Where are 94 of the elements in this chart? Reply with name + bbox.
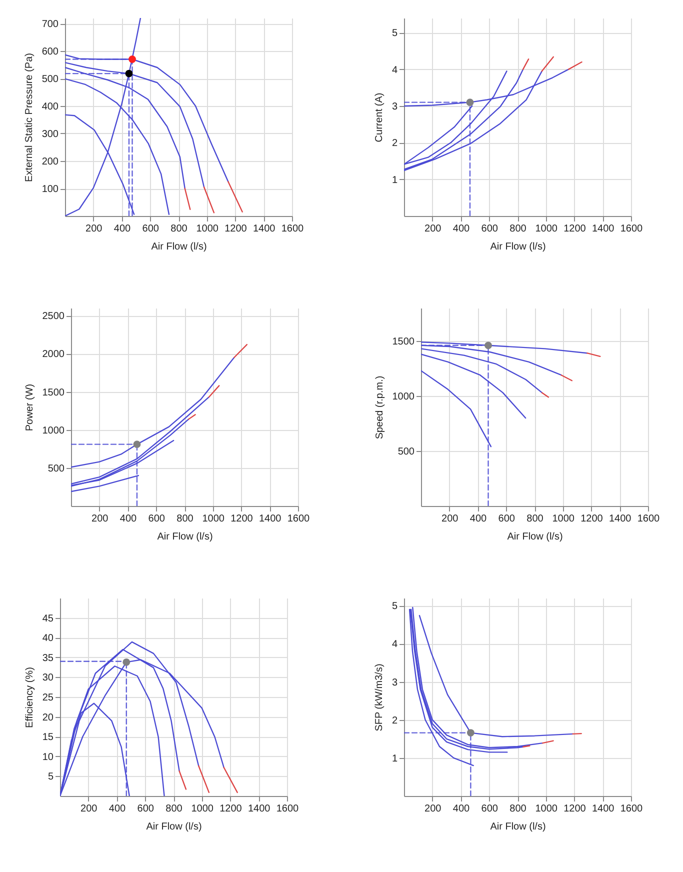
- x-tick-label: 1400: [248, 804, 271, 814]
- x-tick-label: 800: [526, 514, 544, 524]
- x-tick-label: 400: [452, 224, 470, 234]
- y-tick-label: 30: [42, 672, 54, 684]
- y-axis-title: Speed (r.p.m.): [374, 376, 386, 440]
- y-tick-label: 2: [392, 715, 398, 726]
- y-axis-title: External Static Pressure (Pa): [24, 53, 35, 182]
- x-tick-label: 1200: [224, 224, 248, 234]
- y-tick-label: 1: [392, 174, 398, 186]
- y-tick-label: 4: [392, 639, 398, 650]
- x-axis-title: Air Flow (l/s): [151, 242, 207, 252]
- x-tick-label: 1400: [592, 804, 615, 814]
- y-tick-label: 200: [42, 156, 59, 168]
- x-tick-label: 1600: [281, 224, 304, 234]
- x-tick-label: 400: [108, 804, 126, 814]
- y-axis-title: Power (W): [24, 384, 36, 432]
- x-tick-label: 1200: [220, 804, 242, 814]
- x-tick-label: 800: [510, 224, 527, 234]
- x-tick-label: 200: [424, 224, 442, 234]
- y-tick-label: 5: [48, 772, 54, 783]
- x-tick-label: 1400: [609, 514, 632, 524]
- y-tick-label: 500: [42, 74, 59, 85]
- y-tick-label: 1: [392, 753, 398, 764]
- x-axis-title: Air Flow (l/s): [157, 532, 213, 542]
- y-tick-label: 10: [42, 752, 54, 763]
- y-tick-label: 15: [42, 732, 54, 744]
- y-tick-label: 300: [42, 129, 59, 140]
- y-tick-label: 1000: [392, 392, 415, 402]
- x-tick-label: 600: [148, 514, 166, 524]
- x-tick-label: 1200: [564, 224, 586, 234]
- x-tick-label: 1000: [191, 804, 214, 814]
- y-tick-label: 45: [42, 613, 54, 624]
- x-tick-label: 1400: [253, 224, 276, 234]
- x-tick-label: 800: [510, 804, 527, 814]
- x-axis-title: Air Flow (l/s): [490, 242, 546, 252]
- x-axis-title: Air Flow (l/s): [490, 822, 546, 832]
- y-tick-label: 500: [398, 446, 415, 458]
- y-axis-title: SFP (kW/m3/s): [374, 664, 385, 732]
- x-tick-label: 1000: [196, 224, 219, 234]
- x-tick-label: 800: [176, 514, 194, 524]
- x-tick-label: 1600: [637, 514, 660, 524]
- x-tick-label: 600: [481, 224, 498, 234]
- x-tick-label: 1000: [202, 514, 225, 524]
- x-tick-label: 800: [166, 804, 183, 814]
- y-tick-label: 2000: [42, 349, 65, 360]
- x-tick-label: 200: [424, 804, 442, 814]
- x-tick-label: 400: [452, 804, 470, 814]
- x-tick-label: 1200: [564, 804, 586, 814]
- x-tick-label: 600: [481, 804, 498, 814]
- x-tick-label: 1600: [620, 804, 644, 814]
- x-axis-title: Air Flow (l/s): [146, 822, 202, 832]
- y-tick-label: 20: [42, 712, 54, 724]
- x-tick-label: 1000: [535, 804, 558, 814]
- y-tick-label: 5: [392, 601, 398, 612]
- x-tick-label: 1600: [287, 514, 310, 524]
- x-tick-label: 200: [92, 514, 109, 524]
- y-tick-label: 40: [42, 633, 54, 644]
- x-tick-label: 1200: [230, 514, 254, 524]
- x-tick-label: 1400: [592, 224, 615, 234]
- x-tick-label: 600: [137, 804, 154, 814]
- y-tick-label: 100: [42, 184, 59, 195]
- y-tick-label: 3: [392, 102, 398, 112]
- y-tick-label: 5: [392, 28, 398, 40]
- y-tick-label: 2: [392, 138, 398, 150]
- x-tick-label: 1000: [535, 224, 558, 234]
- y-tick-label: 500: [48, 463, 65, 474]
- x-tick-label: 600: [142, 224, 160, 234]
- x-tick-label: 1600: [276, 804, 300, 814]
- y-tick-label: 35: [42, 652, 54, 664]
- x-tick-label: 200: [442, 514, 459, 524]
- y-tick-label: 25: [42, 692, 54, 704]
- x-tick-label: 1400: [259, 514, 282, 524]
- x-tick-label: 800: [170, 224, 188, 234]
- y-tick-label: 600: [42, 46, 59, 58]
- x-tick-label: 400: [114, 224, 132, 234]
- y-tick-label: 1500: [392, 336, 415, 348]
- y-tick-label: 2500: [42, 311, 65, 322]
- y-tick-label: 1500: [42, 387, 65, 398]
- x-tick-label: 400: [470, 514, 488, 524]
- x-tick-label: 200: [86, 224, 103, 234]
- y-tick-label: 4: [392, 64, 398, 76]
- x-tick-label: 600: [498, 514, 516, 524]
- y-tick-label: 1000: [42, 425, 65, 436]
- x-axis-title: Air Flow (l/s): [507, 532, 563, 542]
- y-tick-label: 3: [392, 677, 398, 688]
- y-tick-label: 700: [42, 19, 59, 30]
- x-tick-label: 1000: [552, 514, 575, 524]
- x-tick-label: 1200: [580, 514, 604, 524]
- x-tick-label: 1600: [620, 224, 644, 234]
- x-tick-label: 400: [120, 514, 138, 524]
- y-tick-label: 400: [42, 102, 59, 112]
- y-axis-title: Efficiency (%): [24, 667, 36, 728]
- x-tick-label: 200: [80, 804, 98, 814]
- y-axis-title: Current (A): [374, 92, 385, 142]
